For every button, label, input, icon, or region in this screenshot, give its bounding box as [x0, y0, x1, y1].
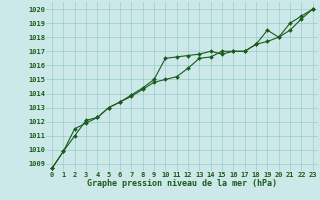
X-axis label: Graphe pression niveau de la mer (hPa): Graphe pression niveau de la mer (hPa) — [87, 179, 277, 188]
